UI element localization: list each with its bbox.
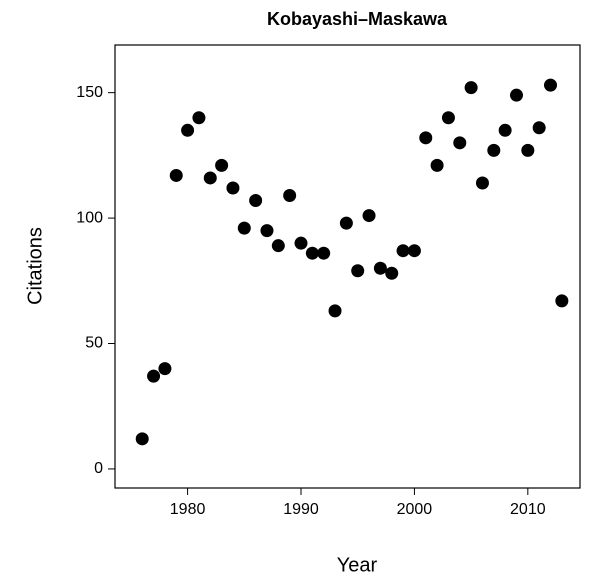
point <box>407 244 421 258</box>
point <box>147 369 161 383</box>
point <box>532 121 546 135</box>
point <box>203 171 217 185</box>
point <box>294 236 308 250</box>
chart-title: Kobayashi–Maskawa <box>267 9 448 29</box>
point <box>430 158 444 172</box>
point <box>521 143 535 157</box>
point <box>271 239 285 253</box>
point <box>249 194 263 208</box>
point <box>555 294 569 308</box>
x-axis-label: Year <box>337 554 378 576</box>
point <box>283 189 297 203</box>
point <box>498 123 512 137</box>
point <box>169 168 183 182</box>
point <box>487 143 501 157</box>
x-tick-label: 1990 <box>283 501 319 518</box>
point <box>215 158 229 172</box>
point <box>419 131 433 145</box>
point <box>192 111 206 125</box>
point <box>135 432 149 446</box>
point <box>260 224 274 238</box>
point <box>544 78 558 92</box>
point <box>305 246 319 260</box>
y-tick-label: 50 <box>85 335 103 352</box>
point <box>237 221 251 235</box>
point <box>362 209 376 223</box>
y-axis-label: Citations <box>24 227 46 305</box>
point <box>339 216 353 230</box>
point <box>158 362 172 376</box>
point <box>441 111 455 125</box>
point <box>317 246 331 260</box>
point <box>453 136 467 150</box>
point <box>328 304 342 318</box>
point <box>509 88 523 102</box>
point <box>385 266 399 280</box>
x-tick-label: 2000 <box>397 501 433 518</box>
x-tick-label: 1980 <box>170 501 206 518</box>
point <box>226 181 240 195</box>
point <box>464 81 478 95</box>
plot-frame <box>114 44 581 489</box>
point <box>475 176 489 190</box>
y-tick-label: 150 <box>76 84 103 101</box>
x-tick-label: 2010 <box>510 501 546 518</box>
y-tick-label: 100 <box>76 209 103 226</box>
point <box>351 264 365 278</box>
point <box>181 123 195 137</box>
point <box>396 244 410 258</box>
y-tick-label: 0 <box>94 460 103 477</box>
point <box>373 261 387 275</box>
